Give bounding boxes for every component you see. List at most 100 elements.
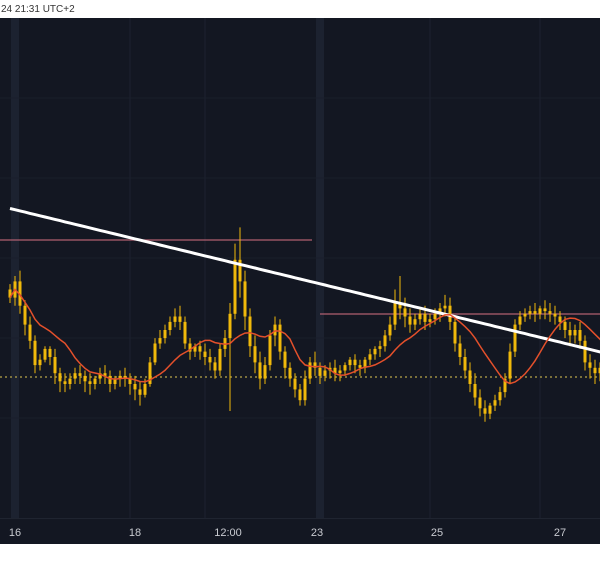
- candle-body: [168, 321, 172, 330]
- candle-body: [18, 281, 22, 306]
- ma-long-line: [9, 207, 600, 354]
- candle-body: [128, 378, 132, 384]
- candle-body: [293, 378, 297, 390]
- candle-body: [378, 346, 382, 349]
- candle-body: [83, 375, 87, 382]
- candle-body: [533, 311, 537, 314]
- candle-body: [308, 362, 312, 379]
- candle-body: [528, 311, 532, 314]
- candle-body: [373, 348, 377, 355]
- candle-body: [68, 378, 72, 384]
- x-tick-label: 27: [554, 527, 566, 539]
- candle-body: [583, 340, 587, 363]
- candle-body: [273, 324, 277, 336]
- candle-body: [563, 321, 567, 330]
- candle-body: [43, 348, 47, 360]
- candle-body: [288, 367, 292, 379]
- candle-body: [408, 316, 412, 325]
- candle-body: [238, 259, 242, 282]
- grid: [0, 18, 600, 518]
- candle-body: [123, 375, 127, 379]
- candle-body: [188, 343, 192, 352]
- x-tick-label: 25: [431, 527, 443, 539]
- candle-body: [483, 408, 487, 414]
- candle-body: [428, 319, 432, 322]
- candle-body: [518, 316, 522, 325]
- candle-body: [213, 362, 217, 371]
- candle-body: [48, 348, 52, 357]
- candle-body: [468, 370, 472, 384]
- candle-body: [78, 373, 82, 376]
- candle-body: [38, 359, 42, 366]
- bottom-strip: [0, 544, 600, 566]
- candle-body: [573, 330, 577, 336]
- time-axis: 16 18 12:00 23 25 27: [0, 518, 600, 545]
- candles: [8, 227, 600, 422]
- candle-body: [203, 351, 207, 357]
- chart-header: 24 21:31 UTC+2: [0, 0, 600, 18]
- candle-body: [383, 335, 387, 347]
- candle-body: [588, 362, 592, 368]
- candle-body: [348, 359, 352, 366]
- candle-body: [593, 367, 597, 374]
- candle-body: [493, 400, 497, 406]
- candle-body: [338, 370, 342, 374]
- candle-body: [148, 362, 152, 384]
- candle-body: [513, 324, 517, 352]
- candle-body: [93, 378, 97, 384]
- candle-body: [298, 389, 302, 401]
- candle-body: [318, 367, 322, 376]
- candle-body: [598, 367, 600, 374]
- candle-body: [303, 378, 307, 401]
- candle-body: [113, 378, 117, 384]
- candle-body: [503, 378, 507, 393]
- candle-body: [53, 357, 57, 374]
- candle-body: [508, 351, 512, 379]
- candle-body: [443, 305, 447, 309]
- candle-body: [218, 348, 222, 371]
- candle-body: [208, 357, 212, 363]
- candle-body: [463, 357, 467, 371]
- candle-body: [198, 346, 202, 352]
- candle-body: [153, 343, 157, 363]
- candle-body: [278, 324, 282, 352]
- candle-body: [193, 346, 197, 352]
- candle-body: [568, 330, 572, 336]
- candle-body: [458, 343, 462, 357]
- price-chart[interactable]: [0, 18, 600, 518]
- x-tick-label: 12:00: [214, 527, 242, 539]
- candle-body: [358, 365, 362, 368]
- candle-body: [313, 362, 317, 368]
- candle-body: [413, 319, 417, 325]
- candle-body: [133, 384, 137, 390]
- candle-body: [558, 316, 562, 322]
- chart-area[interactable]: [0, 18, 600, 518]
- candle-body: [263, 365, 267, 379]
- candle-body: [58, 373, 62, 382]
- candle-body: [478, 397, 482, 409]
- time-axis-svg: 16 18 12:00 23 25 27: [9, 527, 566, 539]
- candle-body: [108, 375, 112, 384]
- x-tick-label: 18: [129, 527, 141, 539]
- chart-background: [0, 18, 600, 518]
- candle-body: [248, 316, 252, 347]
- candle-body: [158, 338, 162, 344]
- candle-body: [183, 321, 187, 344]
- candle-body: [138, 389, 142, 395]
- candle-body: [473, 384, 477, 398]
- candle-body: [343, 365, 347, 371]
- candle-body: [498, 392, 502, 401]
- candle-body: [28, 324, 32, 341]
- candle-body: [448, 305, 452, 322]
- candle-body: [453, 321, 457, 344]
- candle-body: [393, 303, 397, 325]
- header-timestamp: 24 21:31 UTC+2: [1, 3, 75, 15]
- candle-body: [118, 375, 122, 379]
- candle-body: [143, 384, 147, 395]
- candle-body: [438, 308, 442, 314]
- candle-body: [228, 313, 232, 339]
- candle-body: [88, 381, 92, 384]
- candle-body: [363, 359, 367, 368]
- candle-body: [543, 308, 547, 312]
- candle-body: [418, 313, 422, 320]
